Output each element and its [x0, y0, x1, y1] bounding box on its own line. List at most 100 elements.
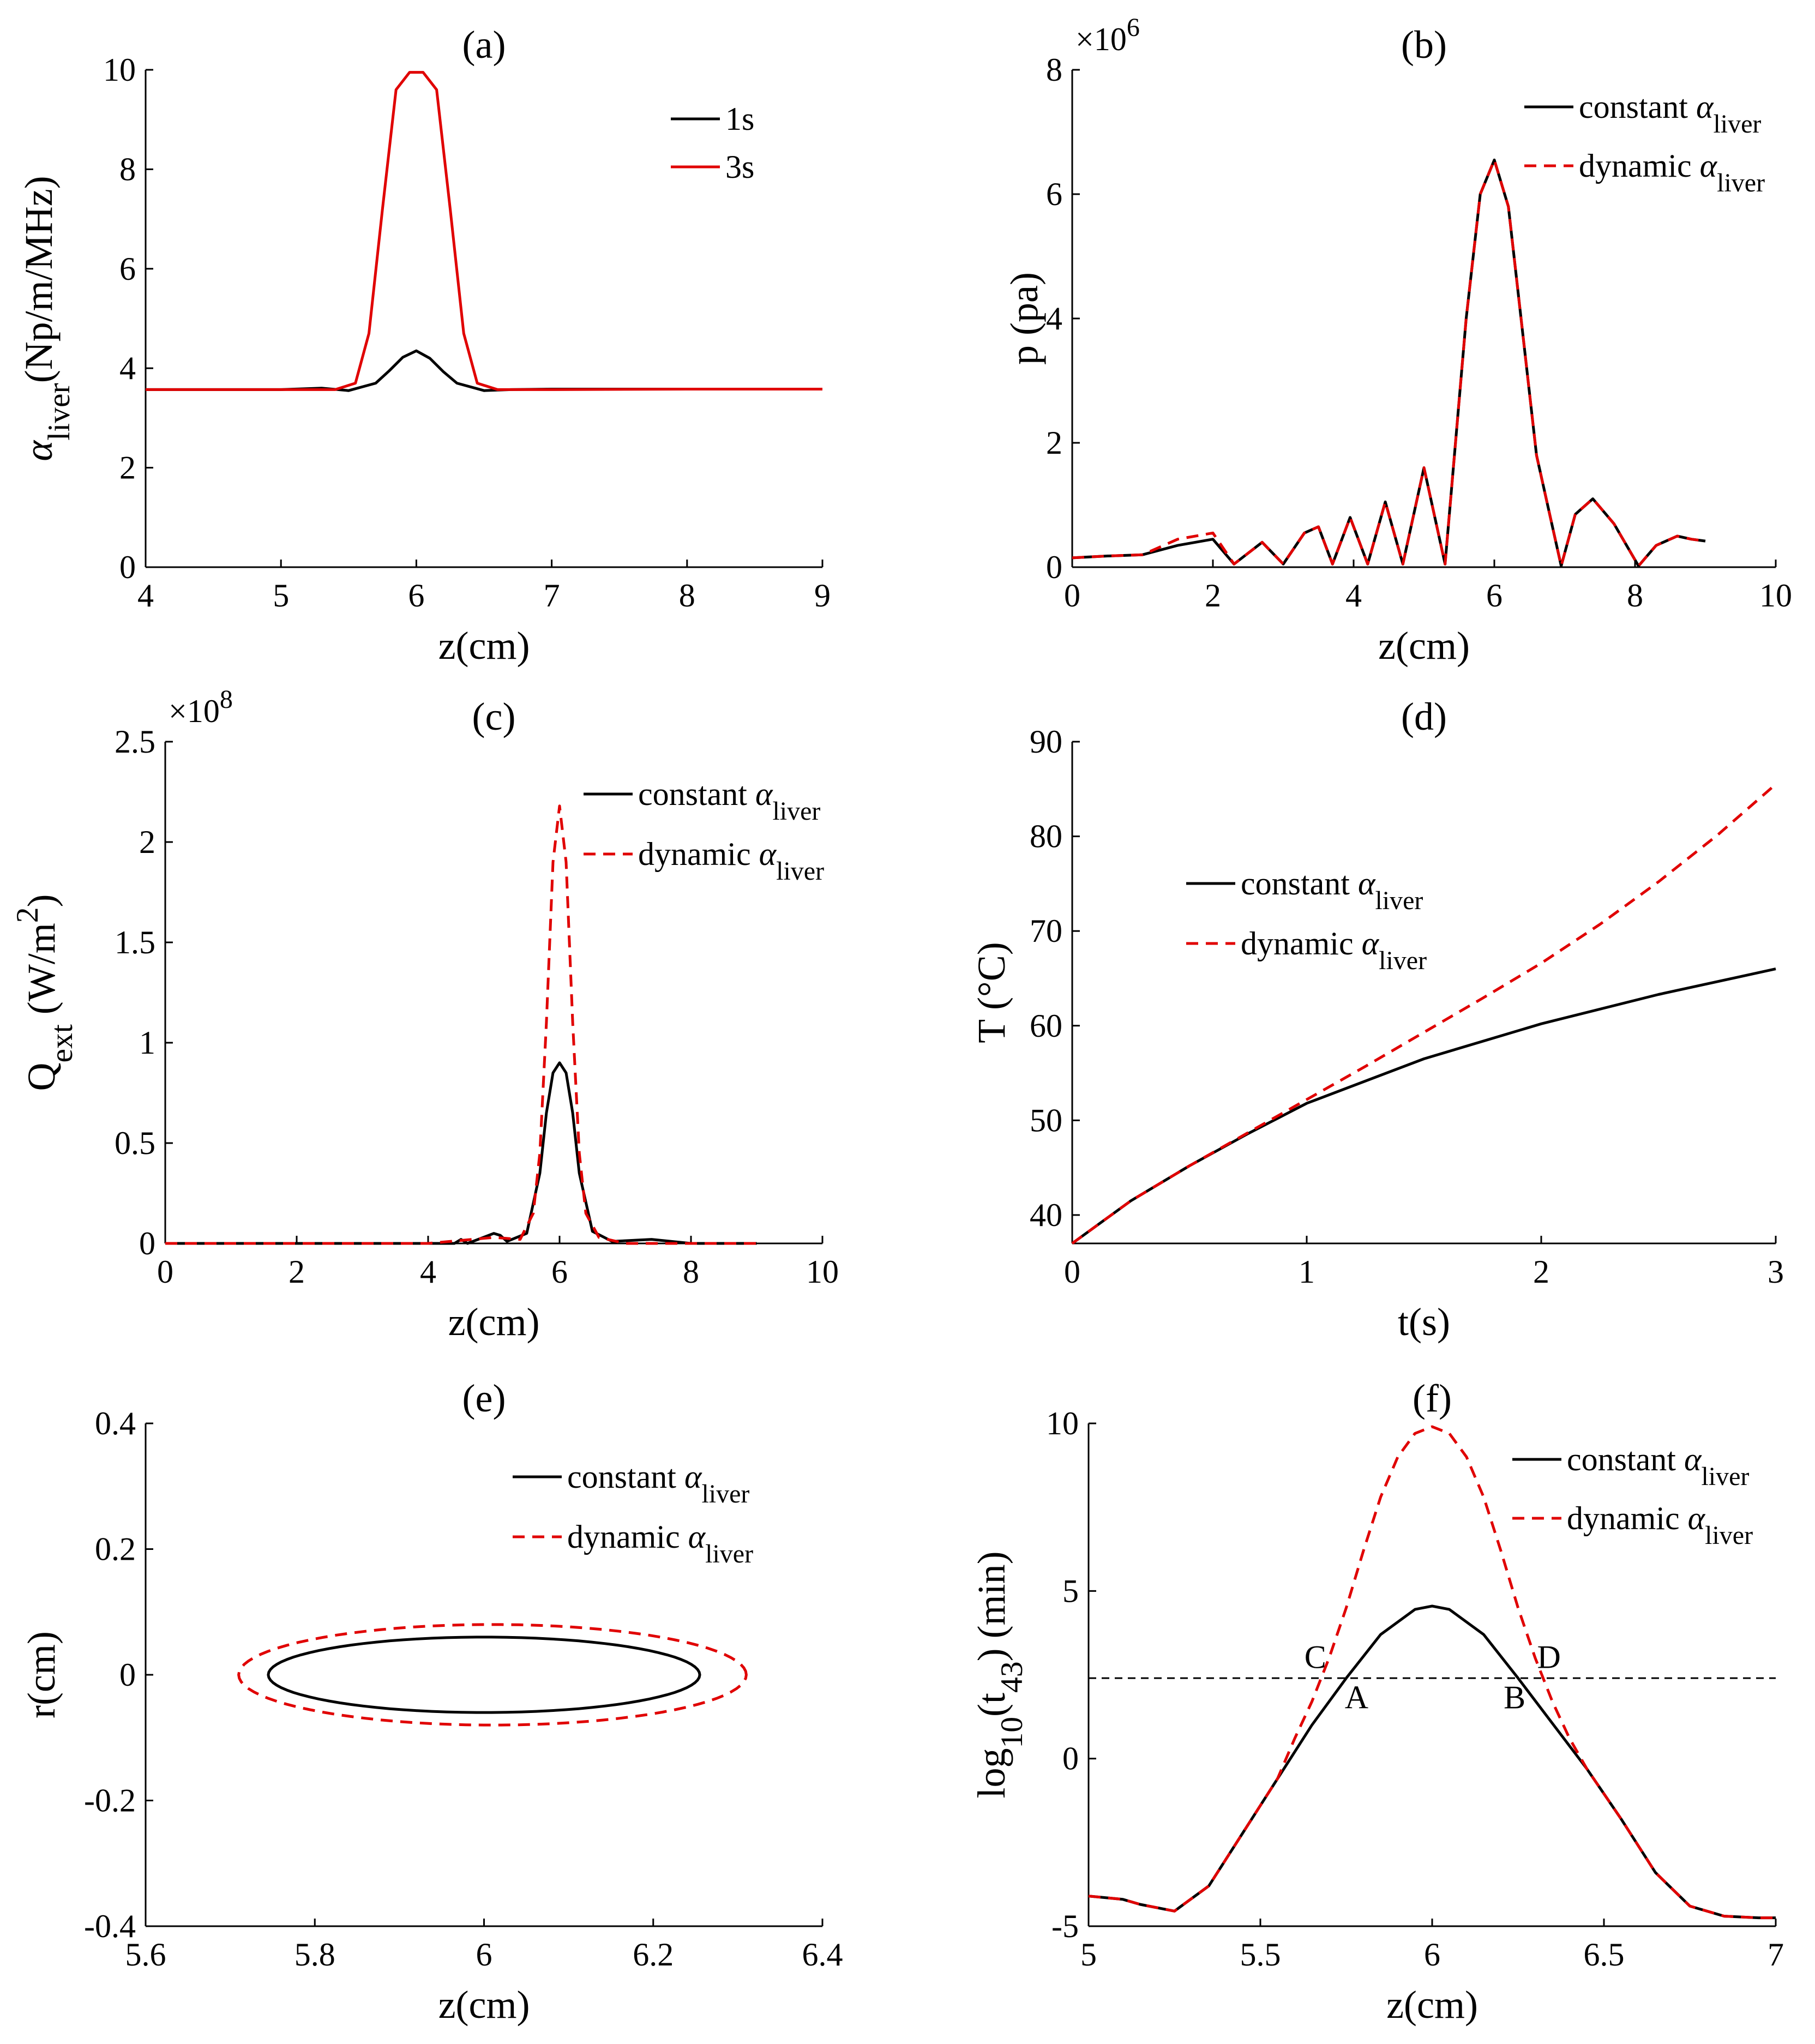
panel-d: 0 1 2 3 40 50 60 70 80 90 (d) t(s) T (°C) constant αl… — [970, 695, 1784, 1344]
x-tick-label: 6 — [1486, 578, 1503, 614]
x-tick-label: 6 — [1424, 1937, 1440, 1973]
x-tick-label: 6 — [408, 578, 424, 614]
axis-multiplier: ×108 — [169, 685, 233, 730]
y-tick-label: 8 — [1046, 52, 1062, 88]
series-line-2 — [1071, 783, 1777, 1245]
x-axis-label: z(cm) — [438, 624, 530, 668]
y-tick-label: 70 — [1030, 913, 1062, 949]
x-tick-label: 5 — [1080, 1937, 1097, 1973]
y-tick-label: 2 — [1046, 425, 1062, 461]
x-tick-label: 5.6 — [125, 1937, 166, 1973]
legend: constant αliver dynamic αliver — [584, 776, 824, 886]
y-tick-label: 1.5 — [115, 924, 155, 960]
x-tick-label: 8 — [679, 578, 695, 614]
panel-e: 5.6 5.8 6 6.2 6.4 -0.4 -0.2 0 0.2 0.4 (e) z(cm) r(cm… — [20, 1376, 843, 2027]
panel-title: (b) — [1401, 23, 1447, 67]
legend-label: 3s — [725, 149, 754, 185]
x-tick-label: 6.5 — [1584, 1937, 1625, 1973]
x-tick-label: 6.2 — [633, 1937, 674, 1973]
x-tick-label: 2 — [1533, 1254, 1549, 1290]
x-tick-label: 4 — [1345, 578, 1362, 614]
series-line-1 — [267, 1636, 701, 1714]
legend-label: dynamic αliver — [1241, 925, 1427, 975]
x-tick-label: 6 — [476, 1937, 492, 1973]
y-tick-label: 0 — [1062, 1741, 1079, 1777]
annotation-b: B — [1504, 1679, 1525, 1715]
annotation-d: D — [1537, 1639, 1561, 1675]
x-axis-label: z(cm) — [448, 1300, 540, 1344]
y-tick-label: 1 — [139, 1025, 155, 1061]
panel-c: 0 2 4 6 8 10 0 0.5 1 1.5 2 2.5 ×108 (c) z(cm) Qext (W/m… — [10, 685, 839, 1344]
y-tick-label: 10 — [103, 52, 136, 88]
y-tick-label: 5 — [1062, 1573, 1079, 1609]
legend: constant αliver dynamic αliver — [1186, 865, 1427, 975]
y-tick-label: 4 — [119, 350, 136, 386]
y-tick-label: 50 — [1030, 1102, 1062, 1138]
y-axis-label: αliver(Np/m/MHz) — [17, 176, 76, 461]
x-tick-label: 10 — [806, 1254, 839, 1290]
legend-label: constant αliver — [1241, 865, 1423, 915]
series-line-1 — [1088, 1604, 1776, 1920]
x-tick-label: 8 — [1627, 578, 1643, 614]
panel-title: (f) — [1413, 1376, 1452, 1420]
series-line-2 — [146, 71, 822, 391]
y-tick-label: 90 — [1030, 724, 1062, 760]
legend-label: constant αliver — [1567, 1441, 1749, 1491]
legend-label: constant αliver — [1579, 89, 1761, 139]
annotation-c: C — [1305, 1639, 1326, 1675]
y-tick-label: 6 — [1046, 176, 1062, 212]
x-tick-label: 6 — [551, 1254, 568, 1290]
x-tick-label: 0 — [157, 1254, 173, 1290]
y-axis-label: T (°C) — [970, 942, 1013, 1043]
series-line-1 — [1071, 967, 1776, 1245]
y-tick-label: -0.2 — [84, 1783, 136, 1819]
series-line-2 — [1072, 158, 1706, 568]
legend-label: dynamic αliver — [638, 836, 824, 886]
y-tick-label: 2 — [139, 824, 155, 860]
y-tick-label: 8 — [119, 151, 136, 187]
x-tick-label: 5.5 — [1240, 1937, 1281, 1973]
legend-label: dynamic αliver — [1579, 148, 1765, 197]
series-line-2 — [165, 804, 757, 1245]
x-tick-label: 5.8 — [295, 1937, 335, 1973]
x-tick-label: 7 — [544, 578, 560, 614]
panel-b: 0 2 4 6 8 10 0 2 4 6 8 ×106 (b) z(cm) p (pa) constant α… — [1002, 13, 1792, 668]
y-tick-label: 0 — [1046, 549, 1062, 585]
x-tick-label: 0 — [1064, 578, 1080, 614]
y-tick-label: 40 — [1030, 1197, 1062, 1233]
panel-a: 4 5 6 7 8 90246810(a)z(cm)αliver(Np/m/MHz)1s3… — [17, 23, 831, 668]
y-tick-label: 0.4 — [95, 1405, 136, 1441]
x-axis-label: z(cm) — [1378, 624, 1470, 668]
x-tick-label: 8 — [683, 1254, 699, 1290]
x-tick-label: 2 — [1205, 578, 1221, 614]
series-line-1 — [165, 1061, 757, 1245]
y-tick-label: 0 — [119, 549, 136, 585]
x-tick-label: 4 — [420, 1254, 436, 1290]
y-axis-label: Qext (W/m2) — [10, 894, 79, 1091]
y-tick-label: 80 — [1030, 819, 1062, 855]
legend-label: constant αliver — [567, 1459, 749, 1508]
y-tick-label: 60 — [1030, 1008, 1062, 1044]
panel-f: 5 5.5 6 6.5 7 -5 0 5 10 (f) z(cm) log10(t43) (min) A… — [970, 1376, 1784, 2027]
y-axis-label: r(cm) — [20, 1631, 63, 1718]
series-line-1 — [1072, 158, 1706, 568]
legend-label: dynamic αliver — [567, 1519, 753, 1568]
legend: constant αliver dynamic αliver — [1512, 1441, 1753, 1550]
x-tick-label: 7 — [1768, 1937, 1784, 1973]
x-tick-label: 3 — [1768, 1254, 1784, 1290]
y-tick-label: -5 — [1051, 1908, 1079, 1944]
panel-title: (e) — [462, 1376, 506, 1420]
y-tick-label: -0.4 — [84, 1908, 136, 1944]
x-tick-label: 10 — [1759, 578, 1792, 614]
x-axis-label: t(s) — [1398, 1300, 1450, 1344]
y-tick-label: 0 — [119, 1657, 136, 1693]
y-tick-label: 10 — [1046, 1405, 1079, 1441]
legend: constant αliver dynamic αliver — [513, 1459, 753, 1568]
series-line-2 — [237, 1623, 748, 1727]
y-tick-label: 0.2 — [95, 1531, 136, 1567]
y-tick-label: 2.5 — [115, 724, 155, 760]
x-tick-label: 1 — [1299, 1254, 1315, 1290]
x-axis-label: z(cm) — [1386, 1983, 1478, 2027]
legend-label: constant αliver — [638, 776, 820, 826]
